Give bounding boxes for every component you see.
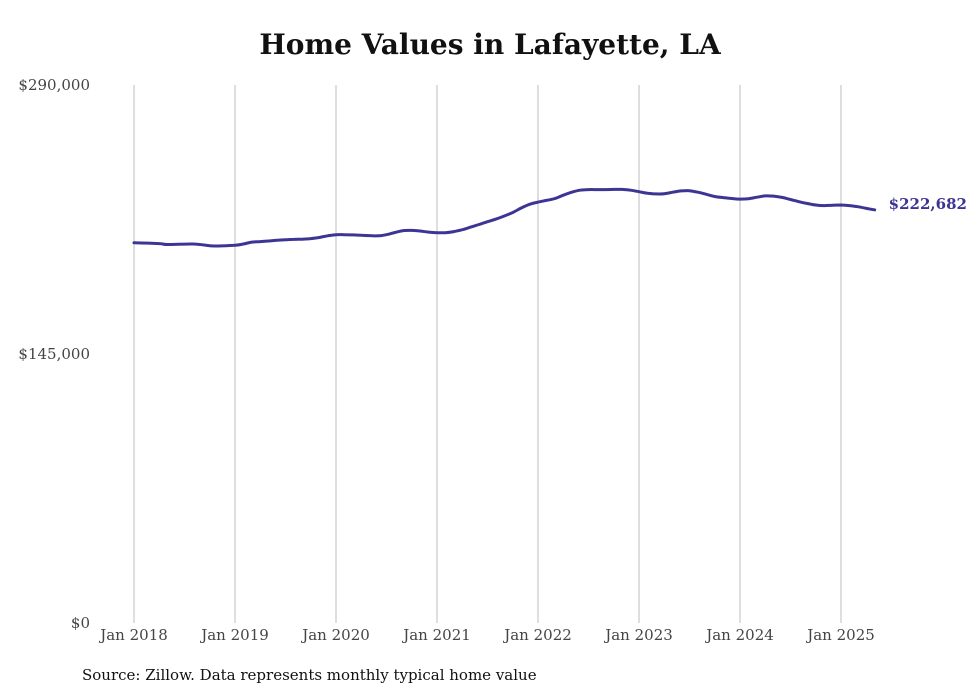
vertical-gridlines [133, 85, 842, 623]
end-value-label-group: $222,682 [889, 195, 967, 213]
x-tick-label: Jan 2025 [805, 626, 875, 644]
source-note: Source: Zillow. Data represents monthly … [82, 666, 537, 684]
x-tick-label: Jan 2022 [502, 626, 572, 644]
y-axis-tick-labels: $0 $145,000 $290,000 [18, 76, 90, 632]
y-tick-label: $0 [71, 614, 90, 632]
chart-title: Home Values in Lafayette, LA [259, 28, 721, 61]
x-tick-label: Jan 2020 [300, 626, 370, 644]
series-line-0 [132, 187, 877, 248]
x-tick-label: Jan 2021 [401, 626, 471, 644]
x-tick-label: Jan 2024 [704, 626, 774, 644]
end-value-label: $222,682 [889, 195, 967, 213]
y-tick-label: $145,000 [18, 345, 90, 363]
x-tick-label: Jan 2023 [603, 626, 673, 644]
x-tick-label: Jan 2018 [98, 626, 168, 644]
series-group [132, 187, 877, 248]
x-tick-label: Jan 2019 [199, 626, 269, 644]
x-axis-tick-labels: Jan 2018 Jan 2019 Jan 2020 Jan 2021 Jan 2022… [98, 626, 875, 644]
y-tick-label: $290,000 [18, 76, 90, 94]
